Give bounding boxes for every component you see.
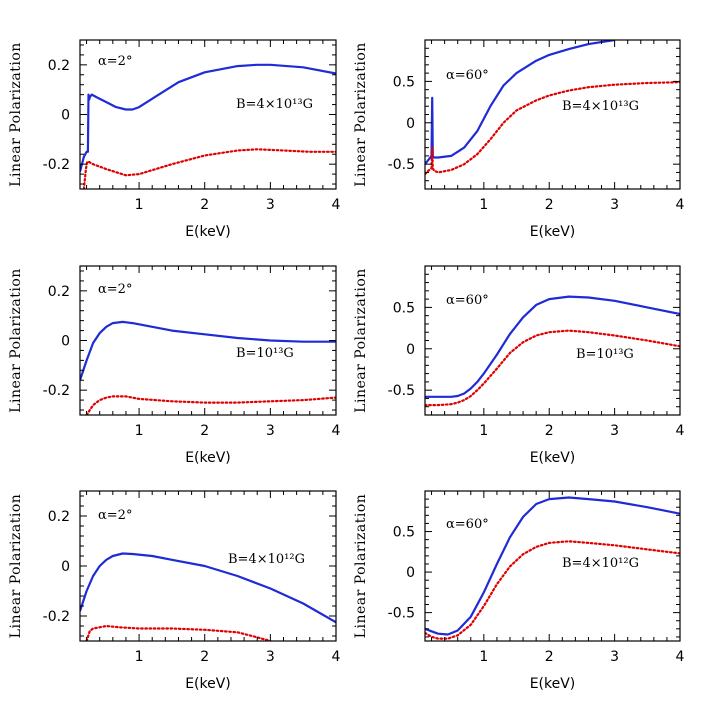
y-tick-label: -0.5 xyxy=(388,157,415,173)
y-tick-label: 0.2 xyxy=(48,58,70,74)
solid-blue-curve xyxy=(425,40,615,165)
y-tick-label: 0 xyxy=(406,342,415,358)
x-axis-label: E(keV) xyxy=(185,450,231,466)
x-tick-label: 1 xyxy=(479,423,488,439)
x-tick-label: 4 xyxy=(676,197,685,213)
y-axis-label: Linear Polarization xyxy=(353,42,369,187)
y-tick-label: 0 xyxy=(61,108,70,124)
angle-annotation: α=60° xyxy=(446,517,489,532)
x-axis-label: E(keV) xyxy=(530,224,576,240)
field-annotation: B=4×10¹³G xyxy=(236,97,313,112)
field-annotation: B=4×10¹³G xyxy=(562,99,639,114)
x-tick-label: 4 xyxy=(676,649,685,665)
panel-1: 1 2 3 4 0.2 0 -0.2 E(keV) Linear Polarization α=2… xyxy=(8,39,341,240)
y-tick-label: 0.2 xyxy=(48,284,70,300)
panel-3: 1 2 3 4 0.2 0 -0.2 E(keV) Linear Polarization α=2… xyxy=(8,265,341,466)
dotted-red-curve xyxy=(85,624,272,641)
angle-annotation: α=2° xyxy=(98,54,132,69)
x-tick-label: 2 xyxy=(200,649,209,665)
y-tick-label: 0 xyxy=(406,116,415,132)
y-tick-label: 0 xyxy=(61,334,70,350)
dotted-red-curve xyxy=(85,395,336,415)
x-tick-label: 4 xyxy=(676,423,685,439)
y-tick-label: 0.5 xyxy=(393,300,415,316)
y-tick-label: 0 xyxy=(61,559,70,575)
y-tick-label: -0.5 xyxy=(388,606,415,622)
x-axis-label: E(keV) xyxy=(530,450,576,466)
x-tick-label: 3 xyxy=(266,423,275,439)
y-tick-label: 0 xyxy=(406,565,415,581)
field-annotation: B=4×10¹²G xyxy=(228,552,305,567)
solid-blue-curve xyxy=(80,552,336,624)
x-tick-label: 1 xyxy=(135,649,144,665)
y-axis-label: Linear Polarization xyxy=(353,268,369,413)
x-tick-label: 2 xyxy=(545,649,554,665)
angle-annotation: α=2° xyxy=(98,282,132,297)
y-axis-label: Linear Polarization xyxy=(8,268,24,413)
x-tick-label: 1 xyxy=(479,197,488,213)
field-annotation: B=10¹³G xyxy=(576,347,634,362)
y-axis-label: Linear Polarization xyxy=(8,494,24,639)
dotted-red-curve xyxy=(425,329,680,407)
x-tick-label: 3 xyxy=(266,197,275,213)
x-tick-label: 3 xyxy=(610,423,619,439)
x-axis-label: E(keV) xyxy=(185,224,231,240)
angle-annotation: α=2° xyxy=(98,508,132,523)
panel-2: 1 2 3 4 0.5 0 -0.5 E(keV) Linear Polarization α=6… xyxy=(353,39,685,240)
x-tick-label: 4 xyxy=(332,649,341,665)
field-annotation: B=10¹³G xyxy=(236,346,294,361)
x-axis-label: E(keV) xyxy=(185,676,231,692)
y-tick-label: -0.2 xyxy=(43,383,70,399)
x-tick-label: 3 xyxy=(610,197,619,213)
plot-frame xyxy=(424,490,681,642)
solid-blue-curve xyxy=(425,295,680,398)
panel-5: 1 2 3 4 0.2 0 -0.2 E(keV) Linear Polarization α=2… xyxy=(8,490,341,692)
angle-annotation: α=60° xyxy=(446,68,489,83)
dotted-red-curve xyxy=(82,148,336,189)
x-tick-label: 2 xyxy=(200,423,209,439)
angle-annotation: α=60° xyxy=(446,293,489,308)
y-tick-label: 0.2 xyxy=(48,509,70,525)
y-axis-label: Linear Polarization xyxy=(353,494,369,639)
x-tick-label: 3 xyxy=(610,649,619,665)
x-tick-label: 1 xyxy=(135,423,144,439)
y-tick-label: -0.2 xyxy=(43,609,70,625)
x-tick-label: 1 xyxy=(479,649,488,665)
x-tick-label: 2 xyxy=(200,197,209,213)
panel-6: 1 2 3 4 0.5 0 -0.5 E(keV) Linear Polarization α=6… xyxy=(353,490,685,692)
y-axis-label: Linear Polarization xyxy=(8,42,24,187)
field-annotation: B=4×10¹²G xyxy=(562,556,639,571)
solid-blue-curve xyxy=(80,320,336,381)
y-tick-label: -0.2 xyxy=(43,157,70,173)
plot-frame xyxy=(424,39,681,190)
y-tick-label: 0.5 xyxy=(393,525,415,541)
x-tick-label: 2 xyxy=(545,197,554,213)
solid-blue-curve xyxy=(80,63,336,172)
x-tick-label: 1 xyxy=(135,197,144,213)
x-tick-label: 2 xyxy=(545,423,554,439)
x-axis-label: E(keV) xyxy=(530,676,576,692)
dotted-red-curve xyxy=(425,81,680,176)
panel-4: 1 2 3 4 0.5 0 -0.5 E(keV) Linear Polarization α=6… xyxy=(353,265,685,466)
solid-blue-curve xyxy=(425,496,680,636)
x-tick-label: 4 xyxy=(332,423,341,439)
x-tick-label: 3 xyxy=(266,649,275,665)
x-tick-label: 4 xyxy=(332,197,341,213)
y-tick-label: 0.5 xyxy=(393,74,415,90)
y-tick-label: -0.5 xyxy=(388,383,415,399)
